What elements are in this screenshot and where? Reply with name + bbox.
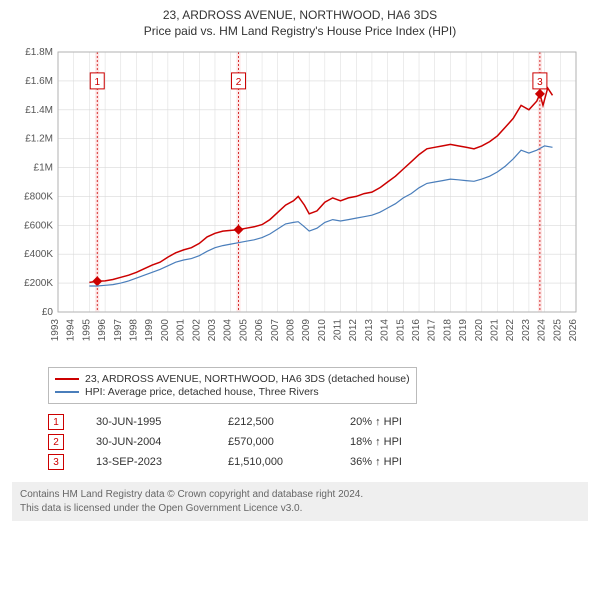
transactions-table: 1 30-JUN-1995 £212,500 20% ↑ HPI 2 30-JUN-200… <box>48 414 588 470</box>
transaction-pct: 20% ↑ HPI <box>350 416 450 428</box>
svg-text:2006: 2006 <box>254 319 265 342</box>
svg-text:£600K: £600K <box>24 220 53 231</box>
svg-text:£1.2M: £1.2M <box>25 134 53 145</box>
svg-text:2009: 2009 <box>301 319 312 342</box>
svg-text:2024: 2024 <box>537 319 548 342</box>
title-main: 23, ARDROSS AVENUE, NORTHWOOD, HA6 3DS <box>12 8 588 22</box>
svg-text:2025: 2025 <box>552 319 563 342</box>
svg-text:2022: 2022 <box>505 319 516 342</box>
svg-text:2010: 2010 <box>317 319 328 342</box>
svg-text:£1.6M: £1.6M <box>25 76 53 87</box>
footer-line2: This data is licensed under the Open Gov… <box>20 502 580 516</box>
footer-line1: Contains HM Land Registry data © Crown c… <box>20 488 580 502</box>
svg-text:2008: 2008 <box>285 319 296 342</box>
chart-titles: 23, ARDROSS AVENUE, NORTHWOOD, HA6 3DS P… <box>12 8 588 38</box>
transaction-badge: 2 <box>48 434 64 450</box>
svg-text:2005: 2005 <box>238 319 249 342</box>
svg-text:£1.8M: £1.8M <box>25 47 53 58</box>
legend-item: HPI: Average price, detached house, Thre… <box>55 386 410 398</box>
svg-text:1997: 1997 <box>113 319 124 342</box>
svg-text:2001: 2001 <box>176 319 187 342</box>
svg-text:£200K: £200K <box>24 278 53 289</box>
transaction-row: 2 30-JUN-2004 £570,000 18% ↑ HPI <box>48 434 588 450</box>
svg-text:2019: 2019 <box>458 319 469 342</box>
transaction-price: £1,510,000 <box>228 456 318 468</box>
svg-text:2023: 2023 <box>521 319 532 342</box>
transaction-badge: 3 <box>48 454 64 470</box>
svg-text:2004: 2004 <box>223 319 234 342</box>
svg-text:1995: 1995 <box>81 319 92 342</box>
svg-text:3: 3 <box>537 77 543 88</box>
svg-text:£1M: £1M <box>34 163 53 174</box>
svg-text:2013: 2013 <box>364 319 375 342</box>
svg-text:2026: 2026 <box>568 319 579 342</box>
svg-text:1996: 1996 <box>97 319 108 342</box>
svg-text:2018: 2018 <box>442 319 453 342</box>
transaction-row: 3 13-SEP-2023 £1,510,000 36% ↑ HPI <box>48 454 588 470</box>
svg-text:2014: 2014 <box>380 319 391 342</box>
legend-label: 23, ARDROSS AVENUE, NORTHWOOD, HA6 3DS (… <box>85 373 410 385</box>
legend-item: 23, ARDROSS AVENUE, NORTHWOOD, HA6 3DS (… <box>55 373 410 385</box>
svg-text:£800K: £800K <box>24 191 53 202</box>
transaction-date: 30-JUN-2004 <box>96 436 196 448</box>
legend-swatch <box>55 391 79 393</box>
svg-text:2011: 2011 <box>333 319 344 341</box>
svg-text:2021: 2021 <box>490 319 501 342</box>
svg-text:2017: 2017 <box>427 319 438 342</box>
transaction-price: £570,000 <box>228 436 318 448</box>
transaction-date: 13-SEP-2023 <box>96 456 196 468</box>
footer-attribution: Contains HM Land Registry data © Crown c… <box>12 482 588 521</box>
transaction-pct: 36% ↑ HPI <box>350 456 450 468</box>
svg-text:2015: 2015 <box>395 319 406 342</box>
legend-swatch <box>55 378 79 380</box>
svg-text:£400K: £400K <box>24 249 53 260</box>
svg-text:1993: 1993 <box>50 319 61 342</box>
svg-text:2003: 2003 <box>207 319 218 342</box>
svg-text:1994: 1994 <box>66 319 77 342</box>
svg-text:1: 1 <box>94 77 100 88</box>
svg-text:2000: 2000 <box>160 319 171 342</box>
plot-svg: £0 £200K £400K £600K £800K £1M £1.2M £1.4M £1.6M… <box>12 46 588 356</box>
svg-text:£1.4M: £1.4M <box>25 105 53 116</box>
title-sub: Price paid vs. HM Land Registry's House … <box>12 24 588 38</box>
svg-text:2002: 2002 <box>191 319 202 342</box>
svg-text:2: 2 <box>236 77 242 88</box>
svg-text:2016: 2016 <box>411 319 422 342</box>
svg-text:£0: £0 <box>42 307 54 318</box>
transaction-row: 1 30-JUN-1995 £212,500 20% ↑ HPI <box>48 414 588 430</box>
transaction-pct: 18% ↑ HPI <box>350 436 450 448</box>
svg-text:1999: 1999 <box>144 319 155 342</box>
transaction-price: £212,500 <box>228 416 318 428</box>
transaction-badge: 1 <box>48 414 64 430</box>
svg-text:1998: 1998 <box>128 319 139 342</box>
svg-text:2020: 2020 <box>474 319 485 342</box>
chart-container: 23, ARDROSS AVENUE, NORTHWOOD, HA6 3DS P… <box>0 0 600 533</box>
plot-area: £0 £200K £400K £600K £800K £1M £1.2M £1.4M £1.6M… <box>12 46 588 359</box>
legend-label: HPI: Average price, detached house, Thre… <box>85 386 319 398</box>
svg-text:2012: 2012 <box>348 319 359 342</box>
legend: 23, ARDROSS AVENUE, NORTHWOOD, HA6 3DS (… <box>48 367 417 404</box>
svg-text:2007: 2007 <box>270 319 281 342</box>
transaction-date: 30-JUN-1995 <box>96 416 196 428</box>
